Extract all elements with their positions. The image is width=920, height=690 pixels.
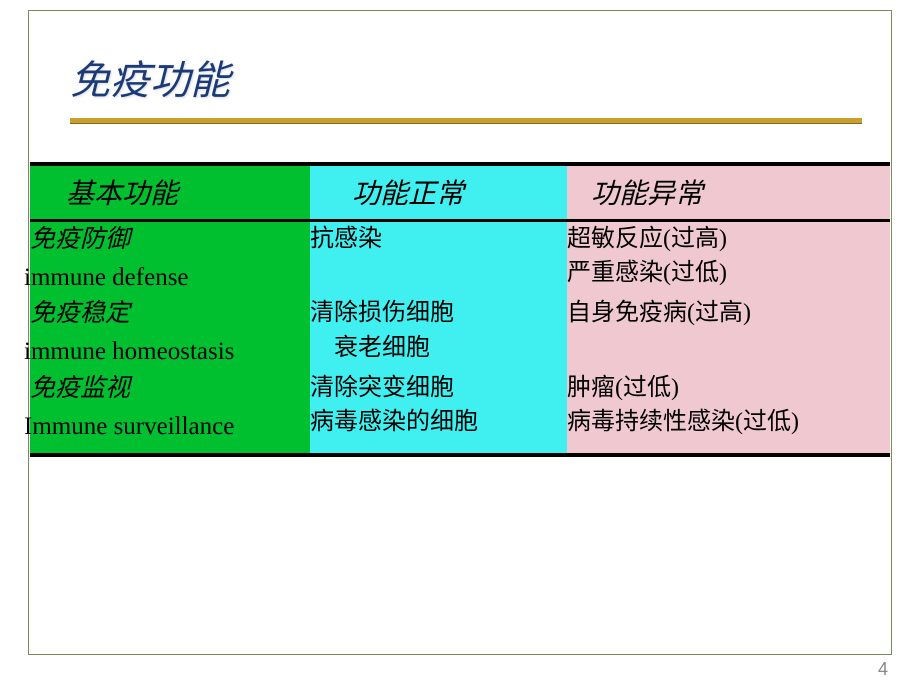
- cell-abnormal: 超敏反应(过高) 严重感染(过低): [567, 220, 890, 296]
- table-row: 免疫监视 Immune surveillance 清除突变细胞 病毒感染的细胞 …: [30, 371, 890, 455]
- table-row: 免疫稳定 immune homeostasis 清除损伤细胞 衰老细胞 自身免疫…: [30, 296, 890, 371]
- en-label: Immune surveillance: [24, 409, 310, 445]
- line: 自身免疫病(过高): [567, 296, 890, 331]
- table-header-row: 基本功能 功能正常 功能异常: [30, 164, 890, 220]
- immune-function-table: 基本功能 功能正常 功能异常 免疫防御 immune defense 抗感染 超…: [30, 162, 890, 457]
- title-text: 免疫功能: [70, 58, 230, 103]
- header-basic: 基本功能: [30, 164, 310, 220]
- cell-normal: 清除损伤细胞 衰老细胞: [310, 296, 567, 371]
- cell-abnormal: 肿瘤(过低) 病毒持续性感染(过低): [567, 371, 890, 455]
- line: 抗感染: [310, 222, 567, 257]
- en-label: immune homeostasis: [24, 334, 310, 370]
- line: 病毒持续性感染(过低): [567, 405, 890, 440]
- line: 清除损伤细胞: [310, 296, 567, 331]
- cell-basic: 免疫监视 Immune surveillance: [30, 371, 310, 455]
- cell-normal: 清除突变细胞 病毒感染的细胞: [310, 371, 567, 455]
- cn-label: 免疫防御: [30, 226, 130, 253]
- line: 严重感染(过低): [567, 256, 890, 291]
- cell-abnormal: 自身免疫病(过高): [567, 296, 890, 371]
- cn-label: 免疫稳定: [30, 300, 130, 327]
- cn-label: 免疫监视: [30, 375, 130, 402]
- cell-basic: 免疫稳定 immune homeostasis: [30, 296, 310, 371]
- table-row: 免疫防御 immune defense 抗感染 超敏反应(过高) 严重感染(过低…: [30, 220, 890, 296]
- cell-normal: 抗感染: [310, 220, 567, 296]
- line: 衰老细胞: [310, 331, 567, 366]
- slide-title: 免疫功能: [70, 48, 230, 106]
- header-abnormal: 功能异常: [567, 164, 890, 220]
- cell-basic: 免疫防御 immune defense: [30, 220, 310, 296]
- title-underline: [70, 118, 862, 124]
- line: 清除突变细胞: [310, 371, 567, 406]
- line: 肿瘤(过低): [567, 371, 890, 406]
- page-number: 4: [878, 659, 888, 680]
- line: 超敏反应(过高): [567, 222, 890, 257]
- en-label: immune defense: [24, 260, 310, 296]
- header-normal: 功能正常: [310, 164, 567, 220]
- line: 病毒感染的细胞: [310, 405, 567, 440]
